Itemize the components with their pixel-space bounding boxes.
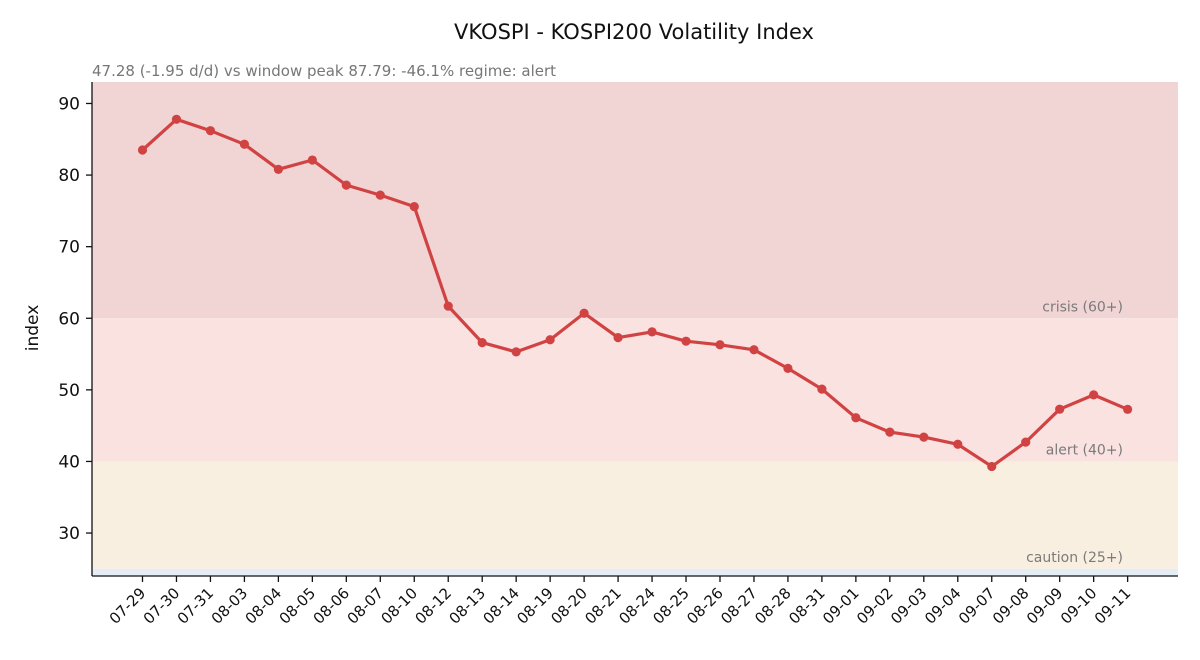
data-point-08-31 [817,384,827,394]
data-point-09-07 [987,461,997,472]
data-point-09-09 [1055,404,1065,414]
y-tick-label: 90 [58,94,80,114]
x-ticks: 07-2907-3007-3108-0308-0408-0508-0608-07… [106,576,1135,628]
data-point-08-14 [511,347,521,357]
data-point-08-13 [477,338,487,348]
data-point-08-03 [239,139,250,149]
y-tick-label: 50 [58,381,80,401]
x-tick-label: 09-10 [1057,584,1101,628]
x-tick-label: 08-21 [581,584,625,628]
band-label-alert: alert (40+) [1046,442,1123,458]
data-point-08-19 [545,335,555,345]
band-alert [92,318,1178,462]
data-point-09-04 [953,439,963,449]
x-tick-label: 09-03 [887,584,931,628]
y-tick-label: 30 [58,524,80,544]
x-tick-label: 08-19 [513,584,557,628]
data-point-08-05 [307,155,317,165]
y-tick-label: 60 [58,309,80,329]
data-point-08-21 [613,332,623,343]
y-tick-label: 80 [58,166,80,186]
data-point-07-31 [205,126,216,136]
data-point-08-28 [783,363,793,373]
x-tick-label: 08-27 [717,584,761,628]
x-tick-label: 08-06 [310,584,354,628]
data-point-07-30 [171,114,182,124]
x-tick-label: 08-05 [276,584,320,628]
y-axis-label: index [23,305,43,352]
x-tick-label: 08-31 [785,584,829,628]
data-point-07-29 [137,145,148,155]
regime-bands: crisis (60+) alert (40+) caution (25+) [92,82,1178,576]
x-tick-label: 09-02 [853,584,897,628]
x-tick-label: 08-25 [649,584,693,628]
x-tick-label: 08-13 [445,584,489,628]
band-crisis [92,82,1178,319]
x-tick-label: 09-09 [1023,584,1067,628]
data-point-08-04 [273,164,283,174]
y-tick-label: 70 [58,238,80,258]
x-tick-label: 09-07 [955,584,999,628]
band-label-caution: caution (25+) [1026,550,1123,566]
x-tick-label: 07-31 [174,584,218,628]
x-tick-label: 08-07 [344,584,388,628]
data-point-09-10 [1089,390,1099,400]
band-calm [92,568,1178,576]
data-point-09-11 [1123,404,1133,414]
x-tick-label: 08-03 [208,584,252,628]
chart-title: VKOSPI - KOSPI200 Volatility Index [454,20,814,44]
x-tick-label: 07-29 [106,584,150,628]
data-point-08-20 [579,308,589,318]
data-point-08-10 [409,201,419,212]
data-point-08-25 [681,336,691,346]
x-tick-label: 08-20 [547,584,591,628]
data-point-08-24 [647,327,657,337]
data-point-09-03 [919,432,929,442]
x-tick-label: 08-04 [242,584,286,628]
data-point-08-06 [341,180,351,190]
data-point-09-01 [851,413,861,423]
x-tick-label: 08-26 [683,584,727,628]
y-tick-label: 40 [58,452,80,472]
series-vkospi [137,114,1133,472]
data-point-09-02 [885,427,895,437]
x-tick-label: 09-08 [989,584,1033,628]
x-tick-label: 09-04 [921,584,965,628]
data-point-08-12 [443,301,453,311]
series-line [140,117,1130,469]
x-tick-label: 08-28 [751,584,795,628]
x-tick-label: 08-10 [378,584,422,628]
band-caution [92,461,1178,569]
data-point-08-07 [375,190,385,200]
x-tick-label: 09-11 [1091,584,1135,628]
band-label-crisis: crisis (60+) [1042,299,1123,315]
y-ticks: 30 40 50 60 70 80 90 [58,94,92,544]
data-point-09-08 [1021,437,1031,447]
axes [91,82,1178,577]
data-point-08-27 [749,345,759,355]
x-tick-label: 09-01 [819,584,863,628]
x-tick-label: 08-14 [479,584,523,628]
x-tick-label: 07-30 [140,584,184,628]
x-tick-label: 08-24 [615,584,659,628]
data-point-08-26 [715,340,725,350]
chart-subtitle: 47.28 (-1.95 d/d) vs window peak 87.79: … [92,62,556,80]
x-tick-label: 08-12 [412,584,456,628]
